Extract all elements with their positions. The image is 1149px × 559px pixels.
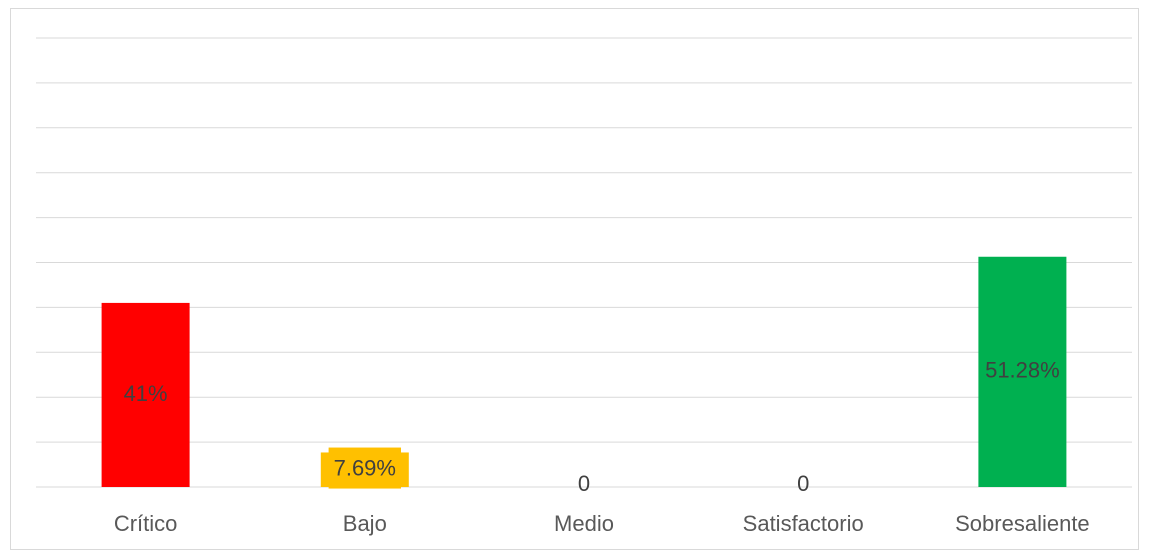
data-label: 7.69% xyxy=(334,456,396,481)
data-label: 0 xyxy=(578,471,590,496)
x-tick-label: Satisfactorio xyxy=(743,511,864,536)
data-label: 0 xyxy=(797,471,809,496)
x-tick-label: Crítico xyxy=(114,511,178,536)
x-tick-label: Medio xyxy=(554,511,614,536)
data-label-bg xyxy=(328,447,401,489)
x-tick-label: Bajo xyxy=(343,511,387,536)
x-tick-label: Sobresaliente xyxy=(955,511,1090,536)
data-label: 41% xyxy=(124,381,168,406)
bar xyxy=(101,302,190,487)
chart-frame xyxy=(10,8,1139,550)
bar xyxy=(978,256,1067,487)
data-label: 51.28% xyxy=(985,358,1060,383)
